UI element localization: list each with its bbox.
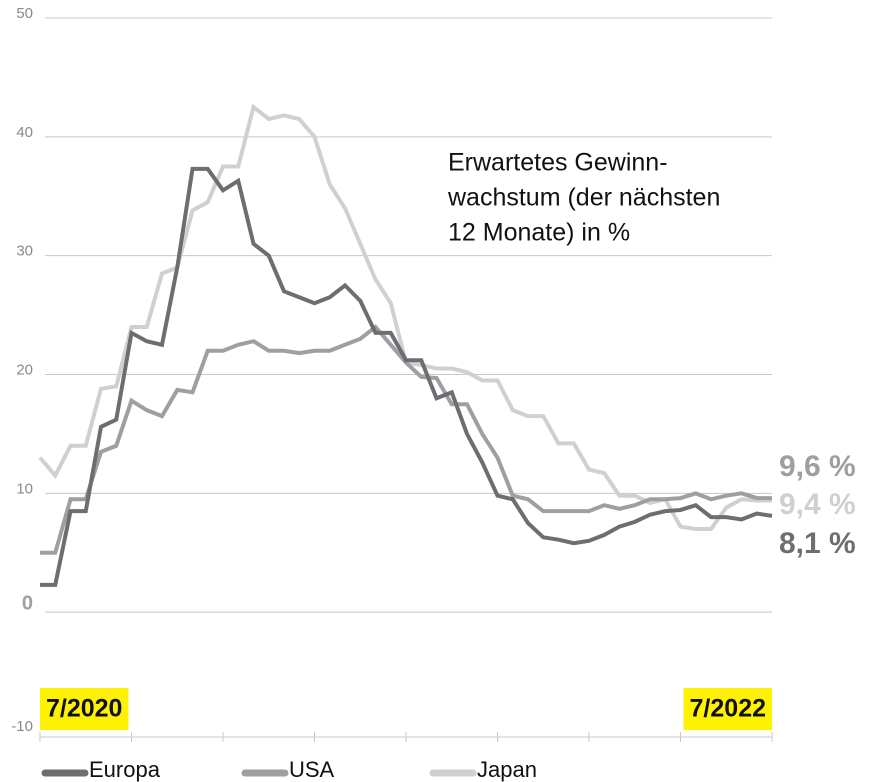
legend-label: Europa bbox=[89, 757, 161, 782]
annotation: Erwartetes Gewinn- bbox=[448, 149, 668, 177]
y-tick-label: 0 bbox=[22, 592, 33, 614]
series-line bbox=[40, 324, 772, 555]
legend-label: Japan bbox=[477, 757, 537, 782]
end-label: 9,4 % bbox=[779, 488, 856, 521]
annotation: 12 Monate) in % bbox=[448, 219, 630, 247]
x-tick-label-group: 7/2020 bbox=[40, 688, 129, 730]
y-tick-label: -10 bbox=[11, 718, 33, 735]
y-tick-label: 10 bbox=[16, 480, 33, 497]
series-line bbox=[40, 166, 773, 587]
label-highlight bbox=[40, 688, 129, 730]
annotation: wachstum (der nächsten bbox=[447, 184, 720, 212]
x-tick-label-group: 7/2022 bbox=[683, 688, 772, 730]
label-highlight bbox=[683, 688, 772, 730]
end-label: 8,1 % bbox=[779, 527, 856, 560]
end-label: 9,6 % bbox=[779, 450, 856, 483]
y-tick-label: 50 bbox=[16, 5, 33, 22]
x-tick-label: 7/2020 bbox=[46, 695, 122, 723]
y-tick-label: 40 bbox=[16, 124, 33, 141]
x-tick-label: 7/2022 bbox=[690, 695, 766, 723]
y-tick-label: 20 bbox=[16, 361, 33, 378]
legend-label: USA bbox=[289, 757, 335, 782]
y-tick-label: 30 bbox=[16, 243, 33, 260]
